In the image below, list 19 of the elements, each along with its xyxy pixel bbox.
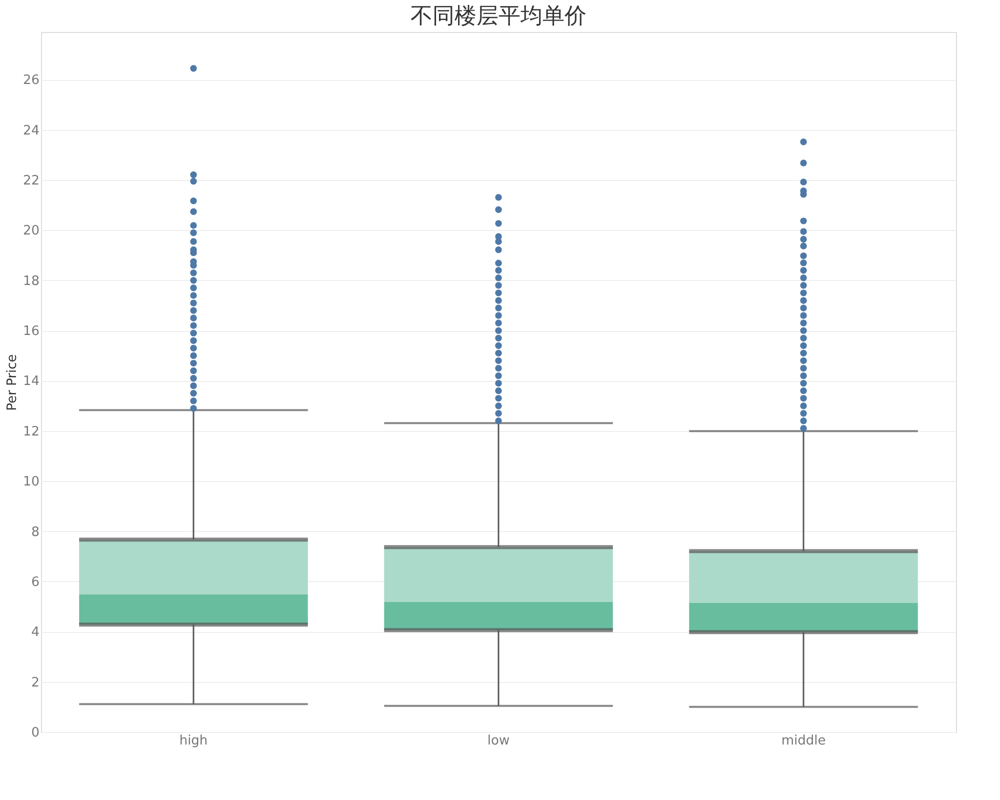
y-axis-title: Per Price (4, 354, 20, 411)
y-tick-label: 18 (22, 274, 40, 289)
y-tick-label: 8 (31, 524, 40, 540)
y-tick-label: 14 (22, 374, 40, 390)
y-tick-label: 24 (22, 123, 40, 138)
y-tick-label: 26 (22, 73, 40, 88)
y-tick-label: 10 (22, 474, 40, 490)
y-tick-label: 0 (31, 726, 40, 740)
chart-title: 不同楼层平均单价 (410, 4, 586, 29)
y-tick-label: 20 (22, 224, 40, 239)
x-tick-label: high (179, 734, 208, 748)
y-tick-label: 2 (31, 675, 40, 690)
y-tick-label: 12 (22, 424, 40, 440)
x-tick-label: low (487, 734, 510, 748)
y-tick-label: 6 (31, 574, 40, 590)
y-tick-label: 4 (31, 625, 40, 640)
y-tick-label: 22 (22, 174, 40, 189)
x-tick-label: middle (781, 734, 826, 748)
y-tick-label: 16 (22, 324, 40, 340)
